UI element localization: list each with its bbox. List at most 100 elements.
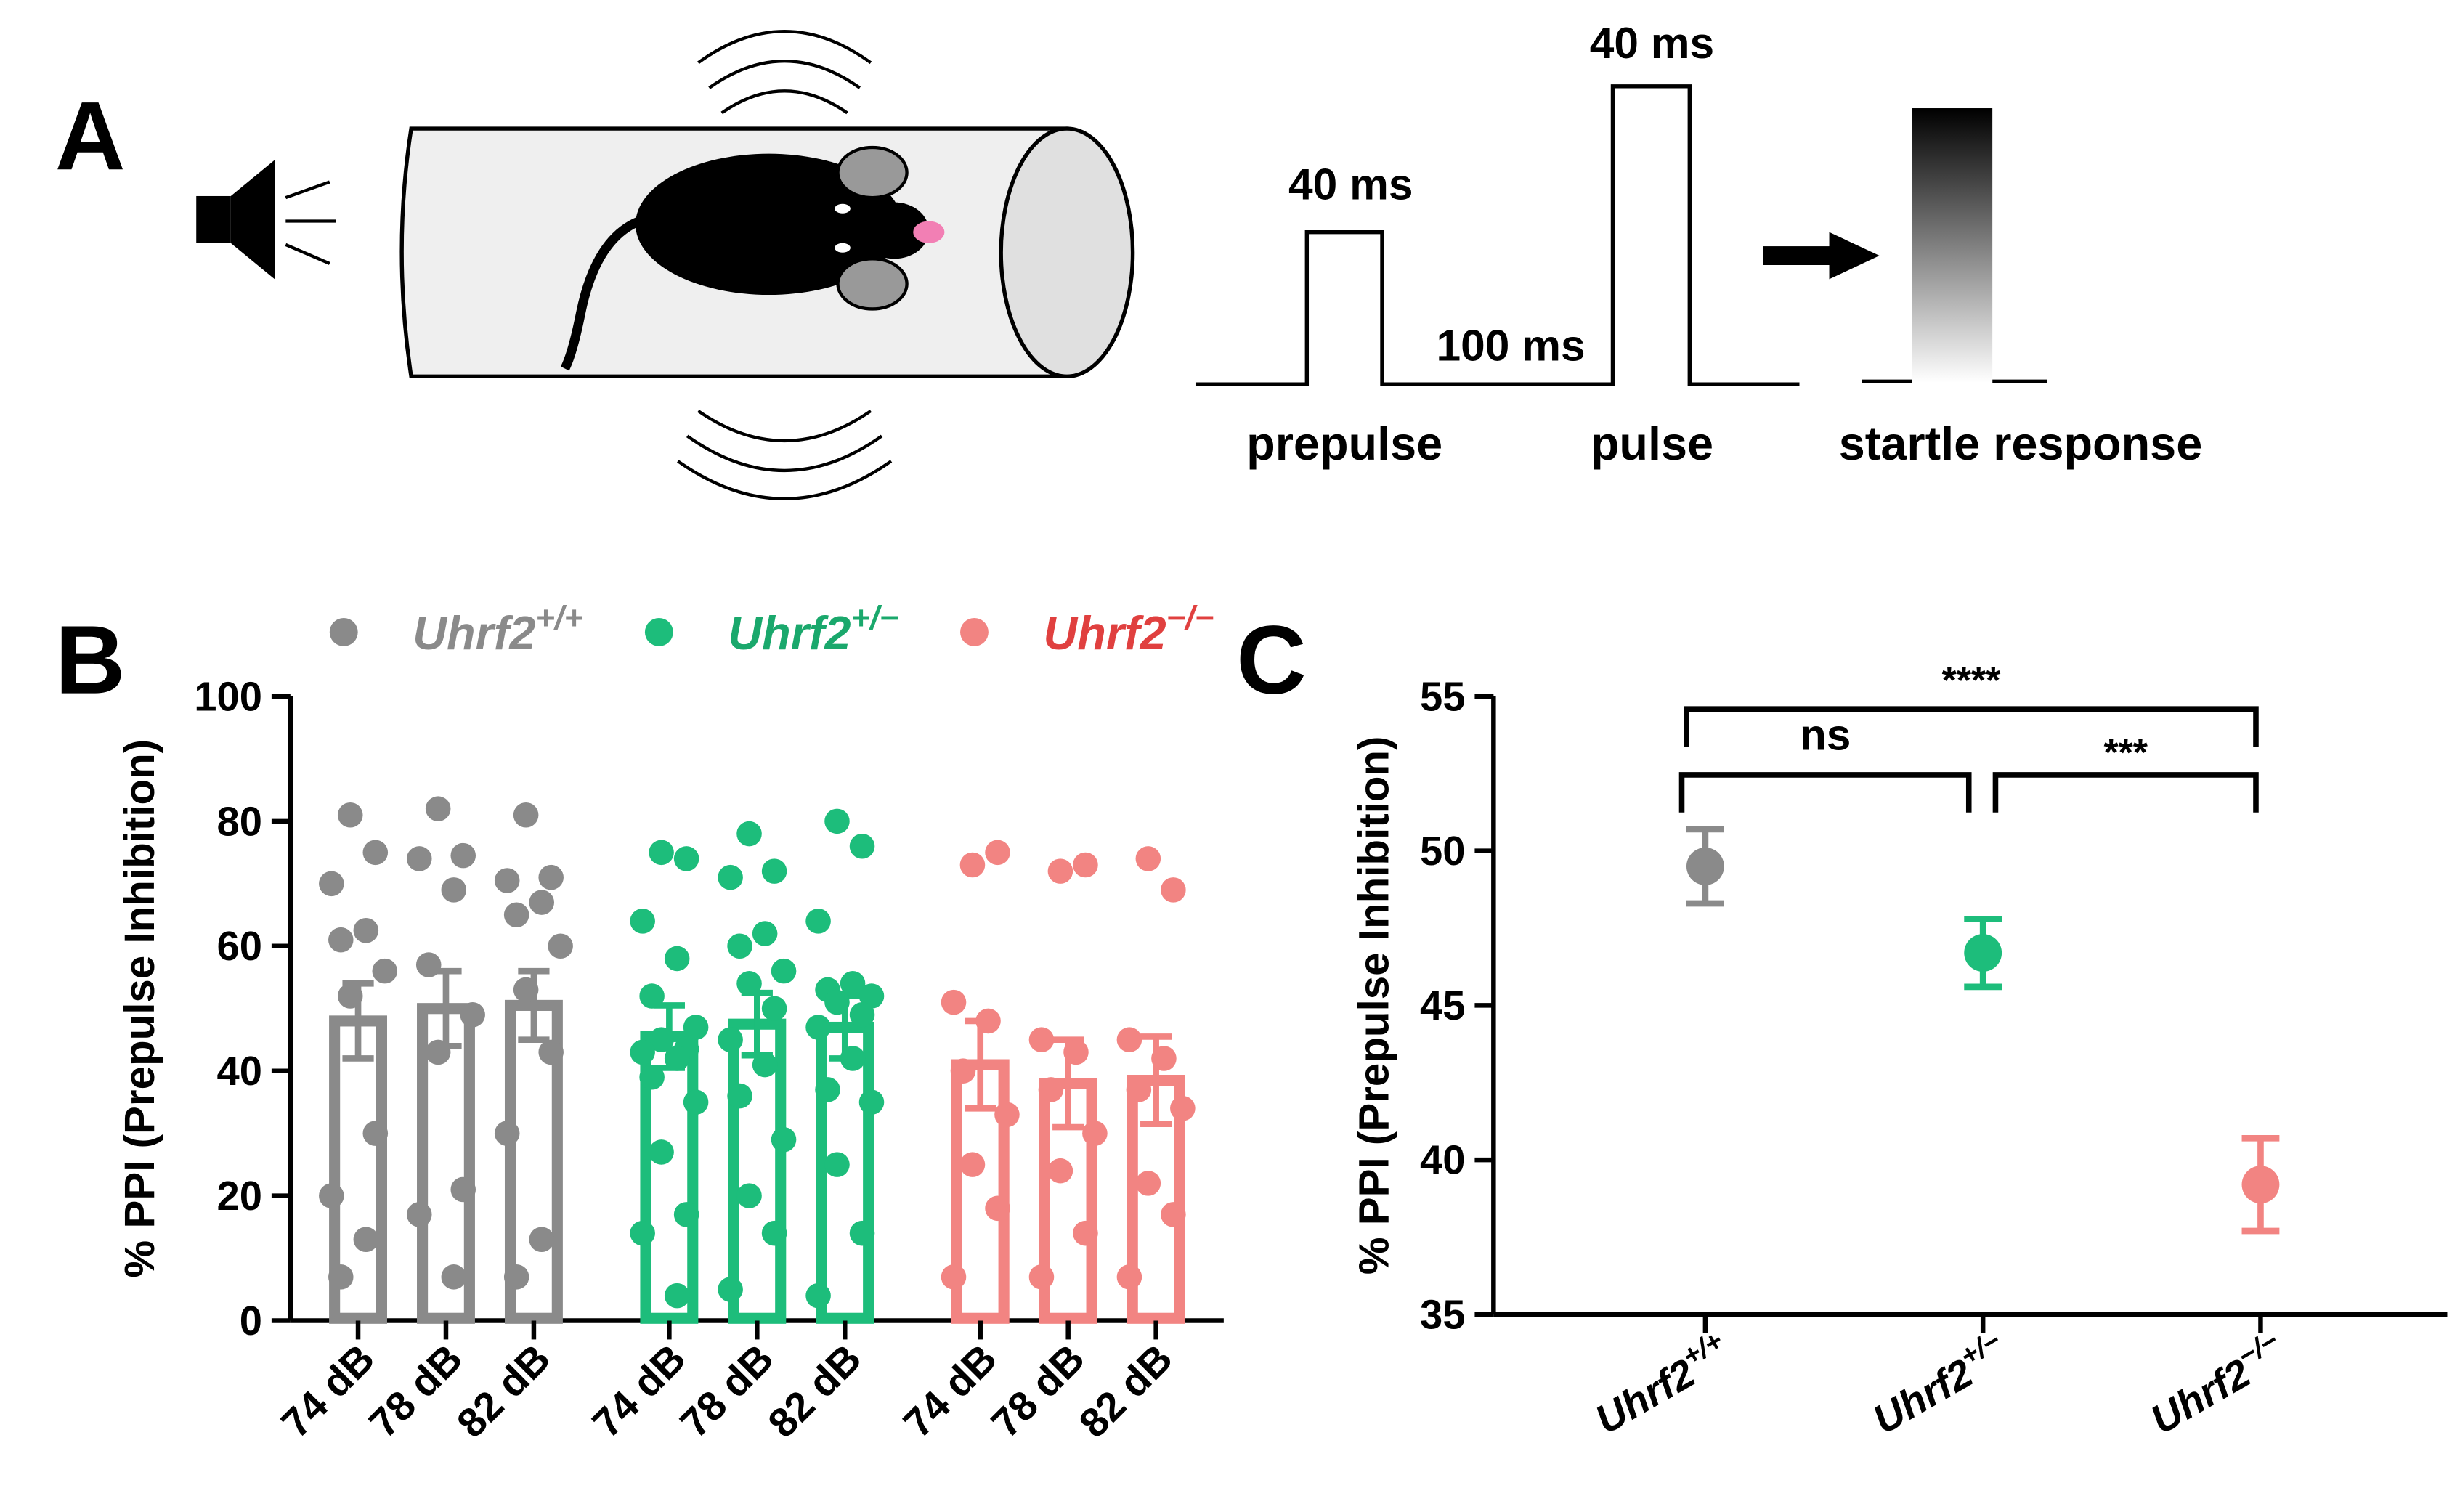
legend-label: Uhrf2+/− — [728, 599, 898, 659]
data-point — [1135, 846, 1161, 871]
data-point — [718, 1277, 743, 1302]
data-point — [941, 1264, 967, 1290]
data-point — [513, 802, 539, 828]
data-point — [736, 1183, 762, 1208]
data-point — [815, 1077, 840, 1102]
data-point — [529, 890, 555, 915]
data-point — [538, 864, 564, 890]
data-point — [736, 971, 762, 996]
legend-marker — [960, 617, 989, 646]
panel-label: C — [1236, 606, 1307, 715]
legend-name: Uhrf2 — [413, 606, 535, 659]
data-point — [664, 1283, 690, 1309]
data-point — [337, 983, 363, 1009]
data-point — [727, 933, 752, 959]
x-tick-label: 74 dB — [894, 1336, 1005, 1447]
data-point — [630, 1220, 655, 1246]
data-point — [328, 1264, 354, 1290]
data-point — [858, 1089, 885, 1115]
data-point — [450, 842, 476, 869]
data-point — [1028, 1264, 1055, 1290]
data-point — [337, 802, 363, 828]
data-point — [1116, 1027, 1142, 1052]
data-point — [824, 808, 850, 834]
category-name: Uhrf2 — [1588, 1350, 1702, 1443]
x-tick-label: 78 dB — [671, 1336, 782, 1447]
y-tick-label: 45 — [1420, 983, 1465, 1028]
duration-label: 40 ms — [1288, 159, 1413, 208]
data-point — [460, 1002, 485, 1028]
legend-marker — [644, 617, 673, 646]
stimulus-label: prepulse — [1246, 417, 1442, 470]
data-point — [664, 946, 690, 972]
data-point — [805, 1015, 831, 1040]
y-axis-label: % PPI (Prepulse Inhibition) — [116, 739, 163, 1278]
data-point — [718, 864, 743, 890]
data-point — [372, 958, 398, 984]
significance-bracket — [1678, 772, 1972, 813]
data-point — [406, 846, 432, 871]
data-point — [425, 796, 451, 821]
data-point — [2241, 1166, 2280, 1204]
stimulus-label: pulse — [1591, 417, 1713, 470]
x-tick-label: 74 dB — [272, 1336, 383, 1447]
significance-label: **** — [1942, 659, 2002, 702]
data-point — [771, 958, 797, 984]
data-point — [450, 1176, 476, 1203]
data-point — [683, 1089, 709, 1115]
data-point — [1082, 1121, 1108, 1146]
x-tick-label: 82 dB — [759, 1336, 870, 1447]
legend-superscript: +/+ — [535, 599, 583, 636]
data-point — [1063, 1039, 1089, 1065]
data-point — [353, 1227, 379, 1253]
data-point — [353, 917, 379, 943]
data-point — [494, 868, 520, 893]
data-point — [649, 1027, 674, 1052]
legend-name: Uhrf2 — [728, 606, 851, 659]
data-point — [683, 1015, 709, 1040]
interval-label: 100 ms — [1437, 321, 1586, 370]
apparatus — [196, 30, 1135, 500]
data-point — [328, 927, 354, 953]
data-point — [639, 1064, 665, 1090]
data-point — [1964, 934, 2002, 972]
data-point — [649, 840, 674, 866]
data-point — [673, 1202, 699, 1227]
x-tick-label: 78 dB — [982, 1336, 1093, 1447]
legend-superscript: −/− — [1166, 599, 1214, 636]
data-point — [805, 909, 831, 934]
y-tick-label: 80 — [216, 798, 261, 844]
data-point — [761, 858, 787, 884]
legend-label: Uhrf2+/+ — [413, 599, 583, 659]
data-point — [630, 1039, 655, 1065]
data-point — [1135, 1171, 1161, 1196]
data-point — [1161, 877, 1186, 903]
data-point — [441, 877, 467, 903]
x-tick-label: Uhrf2+/+ — [1585, 1325, 1738, 1443]
data-point — [362, 1121, 389, 1146]
data-point — [752, 1052, 778, 1078]
significance-bracket — [1684, 706, 2259, 747]
data-point — [425, 1039, 451, 1065]
data-point — [630, 909, 655, 934]
significance-label: *** — [2103, 731, 2148, 773]
data-point — [824, 1152, 850, 1177]
data-point — [538, 1039, 564, 1065]
y-tick-label: 0 — [240, 1298, 262, 1344]
data-point — [513, 977, 539, 1003]
y-tick-label: 100 — [194, 673, 262, 719]
data-point — [503, 902, 529, 928]
significance-label: ns — [1800, 710, 1851, 759]
data-point — [1170, 1095, 1196, 1121]
legend-name: Uhrf2 — [1043, 606, 1166, 659]
data-point — [950, 1058, 976, 1084]
data-point — [805, 1283, 831, 1309]
data-point — [840, 1046, 866, 1071]
legend-label: Uhrf2−/− — [1043, 599, 1214, 659]
data-point — [771, 1126, 797, 1153]
data-point — [406, 1202, 432, 1227]
stimulus-label: startle response — [1839, 417, 2202, 470]
data-point — [1116, 1264, 1142, 1290]
data-point — [849, 1220, 875, 1246]
